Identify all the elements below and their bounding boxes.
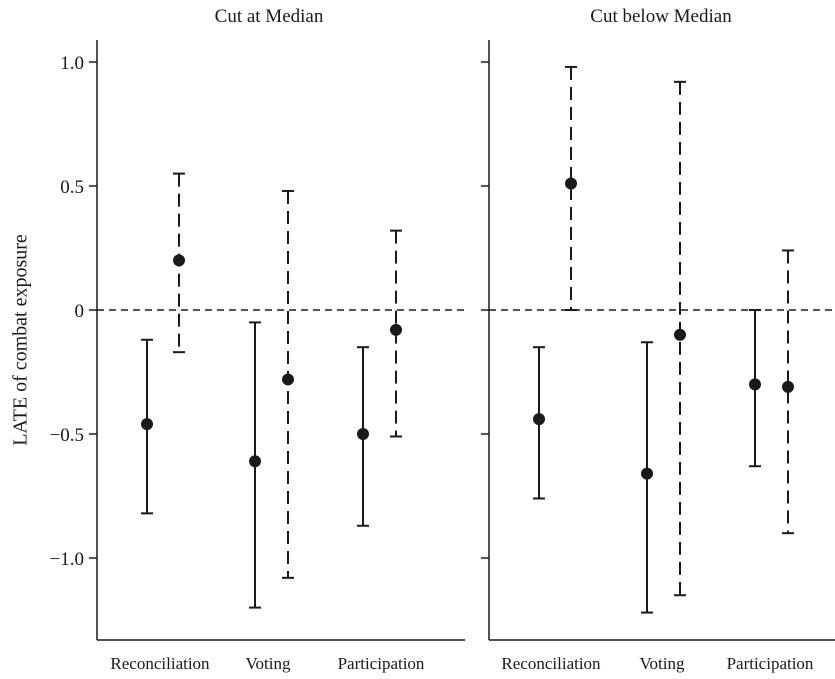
point-estimate [782,380,794,393]
point-estimate [390,323,402,336]
point-estimate [565,177,577,190]
x-tick-label: Participation [338,654,425,673]
y-tick-label: 1.0 [60,53,84,74]
x-tick-label: Voting [639,654,685,673]
point-estimate [173,254,185,267]
point-estimate [749,378,761,391]
x-tick-label: Voting [245,654,291,673]
x-tick-label: Participation [727,654,814,673]
y-tick-label: −0.5 [50,425,84,446]
panel-title-right: Cut below Median [590,6,732,27]
x-tick-label: Reconciliation [110,654,210,673]
point-estimate [249,455,261,468]
point-estimate [674,328,686,341]
y-tick-label: 0.5 [60,177,84,198]
point-estimate [282,373,294,386]
y-tick-label: −1.0 [50,549,84,570]
point-estimate [533,413,545,426]
panel-title-left: Cut at Median [214,6,324,27]
point-estimate [641,467,653,480]
point-estimate [141,418,153,431]
x-tick-label: Reconciliation [501,654,601,673]
y-axis-label: LATE of combat exposure [9,234,32,446]
y-tick-label: 0 [75,301,85,322]
point-estimate [357,428,369,440]
